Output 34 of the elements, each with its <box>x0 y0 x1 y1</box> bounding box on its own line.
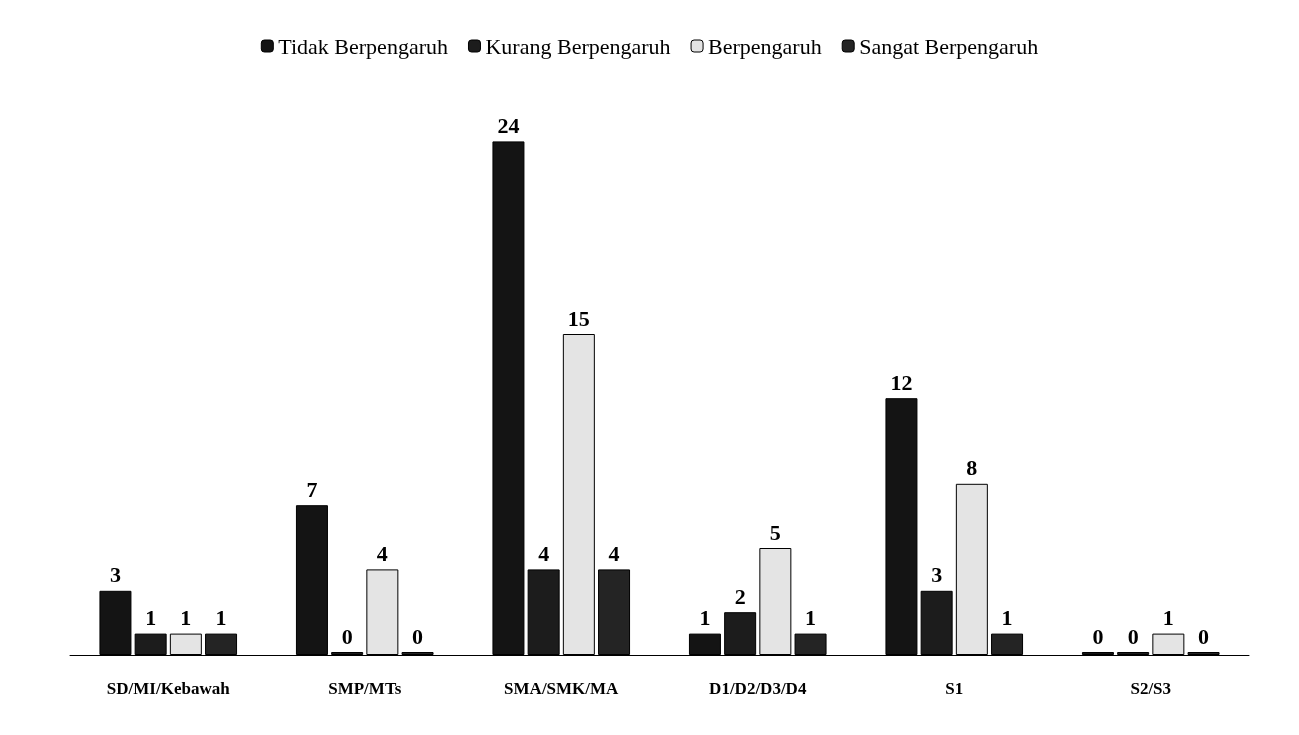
data-label: 2 <box>734 583 746 609</box>
data-label: 4 <box>376 540 388 566</box>
data-label: 15 <box>567 305 590 331</box>
data-label: 24 <box>497 112 520 138</box>
x-tick-label: SD/MI/Kebawah <box>106 679 231 698</box>
data-label: 3 <box>931 562 943 588</box>
legend-label: Berpengaruh <box>708 33 822 59</box>
x-tick-label: SMP/MTs <box>328 679 402 698</box>
data-label: 4 <box>608 540 620 566</box>
legend-label: Kurang Berpengaruh <box>485 33 671 59</box>
data-label: 1 <box>215 605 227 631</box>
data-label: 1 <box>1001 605 1013 631</box>
legend-label: Tidak Berpengaruh <box>278 33 448 59</box>
data-label: 1 <box>699 605 711 631</box>
x-tick-label: SMA/SMK/MA <box>504 679 620 698</box>
data-label: 1 <box>145 605 157 631</box>
data-label: 3 <box>109 562 121 588</box>
data-label: 0 <box>341 623 353 649</box>
legend-label: Sangat Berpengaruh <box>859 33 1039 59</box>
data-label: 8 <box>966 455 978 481</box>
data-label: 1 <box>1162 605 1174 631</box>
data-label: 5 <box>769 519 781 545</box>
x-tick-label: S2/S3 <box>1130 679 1172 698</box>
data-label: 7 <box>306 476 318 502</box>
data-label: 0 <box>412 623 424 649</box>
data-label: 4 <box>538 540 550 566</box>
x-tick-label: D1/D2/D3/D4 <box>709 679 807 698</box>
data-label: 12 <box>890 369 913 395</box>
data-label: 1 <box>805 605 817 631</box>
data-label: 0 <box>1198 623 1210 649</box>
data-label: 0 <box>1127 623 1139 649</box>
data-label: 1 <box>180 605 192 631</box>
data-label: 0 <box>1092 623 1104 649</box>
x-tick-label: S1 <box>945 679 964 698</box>
